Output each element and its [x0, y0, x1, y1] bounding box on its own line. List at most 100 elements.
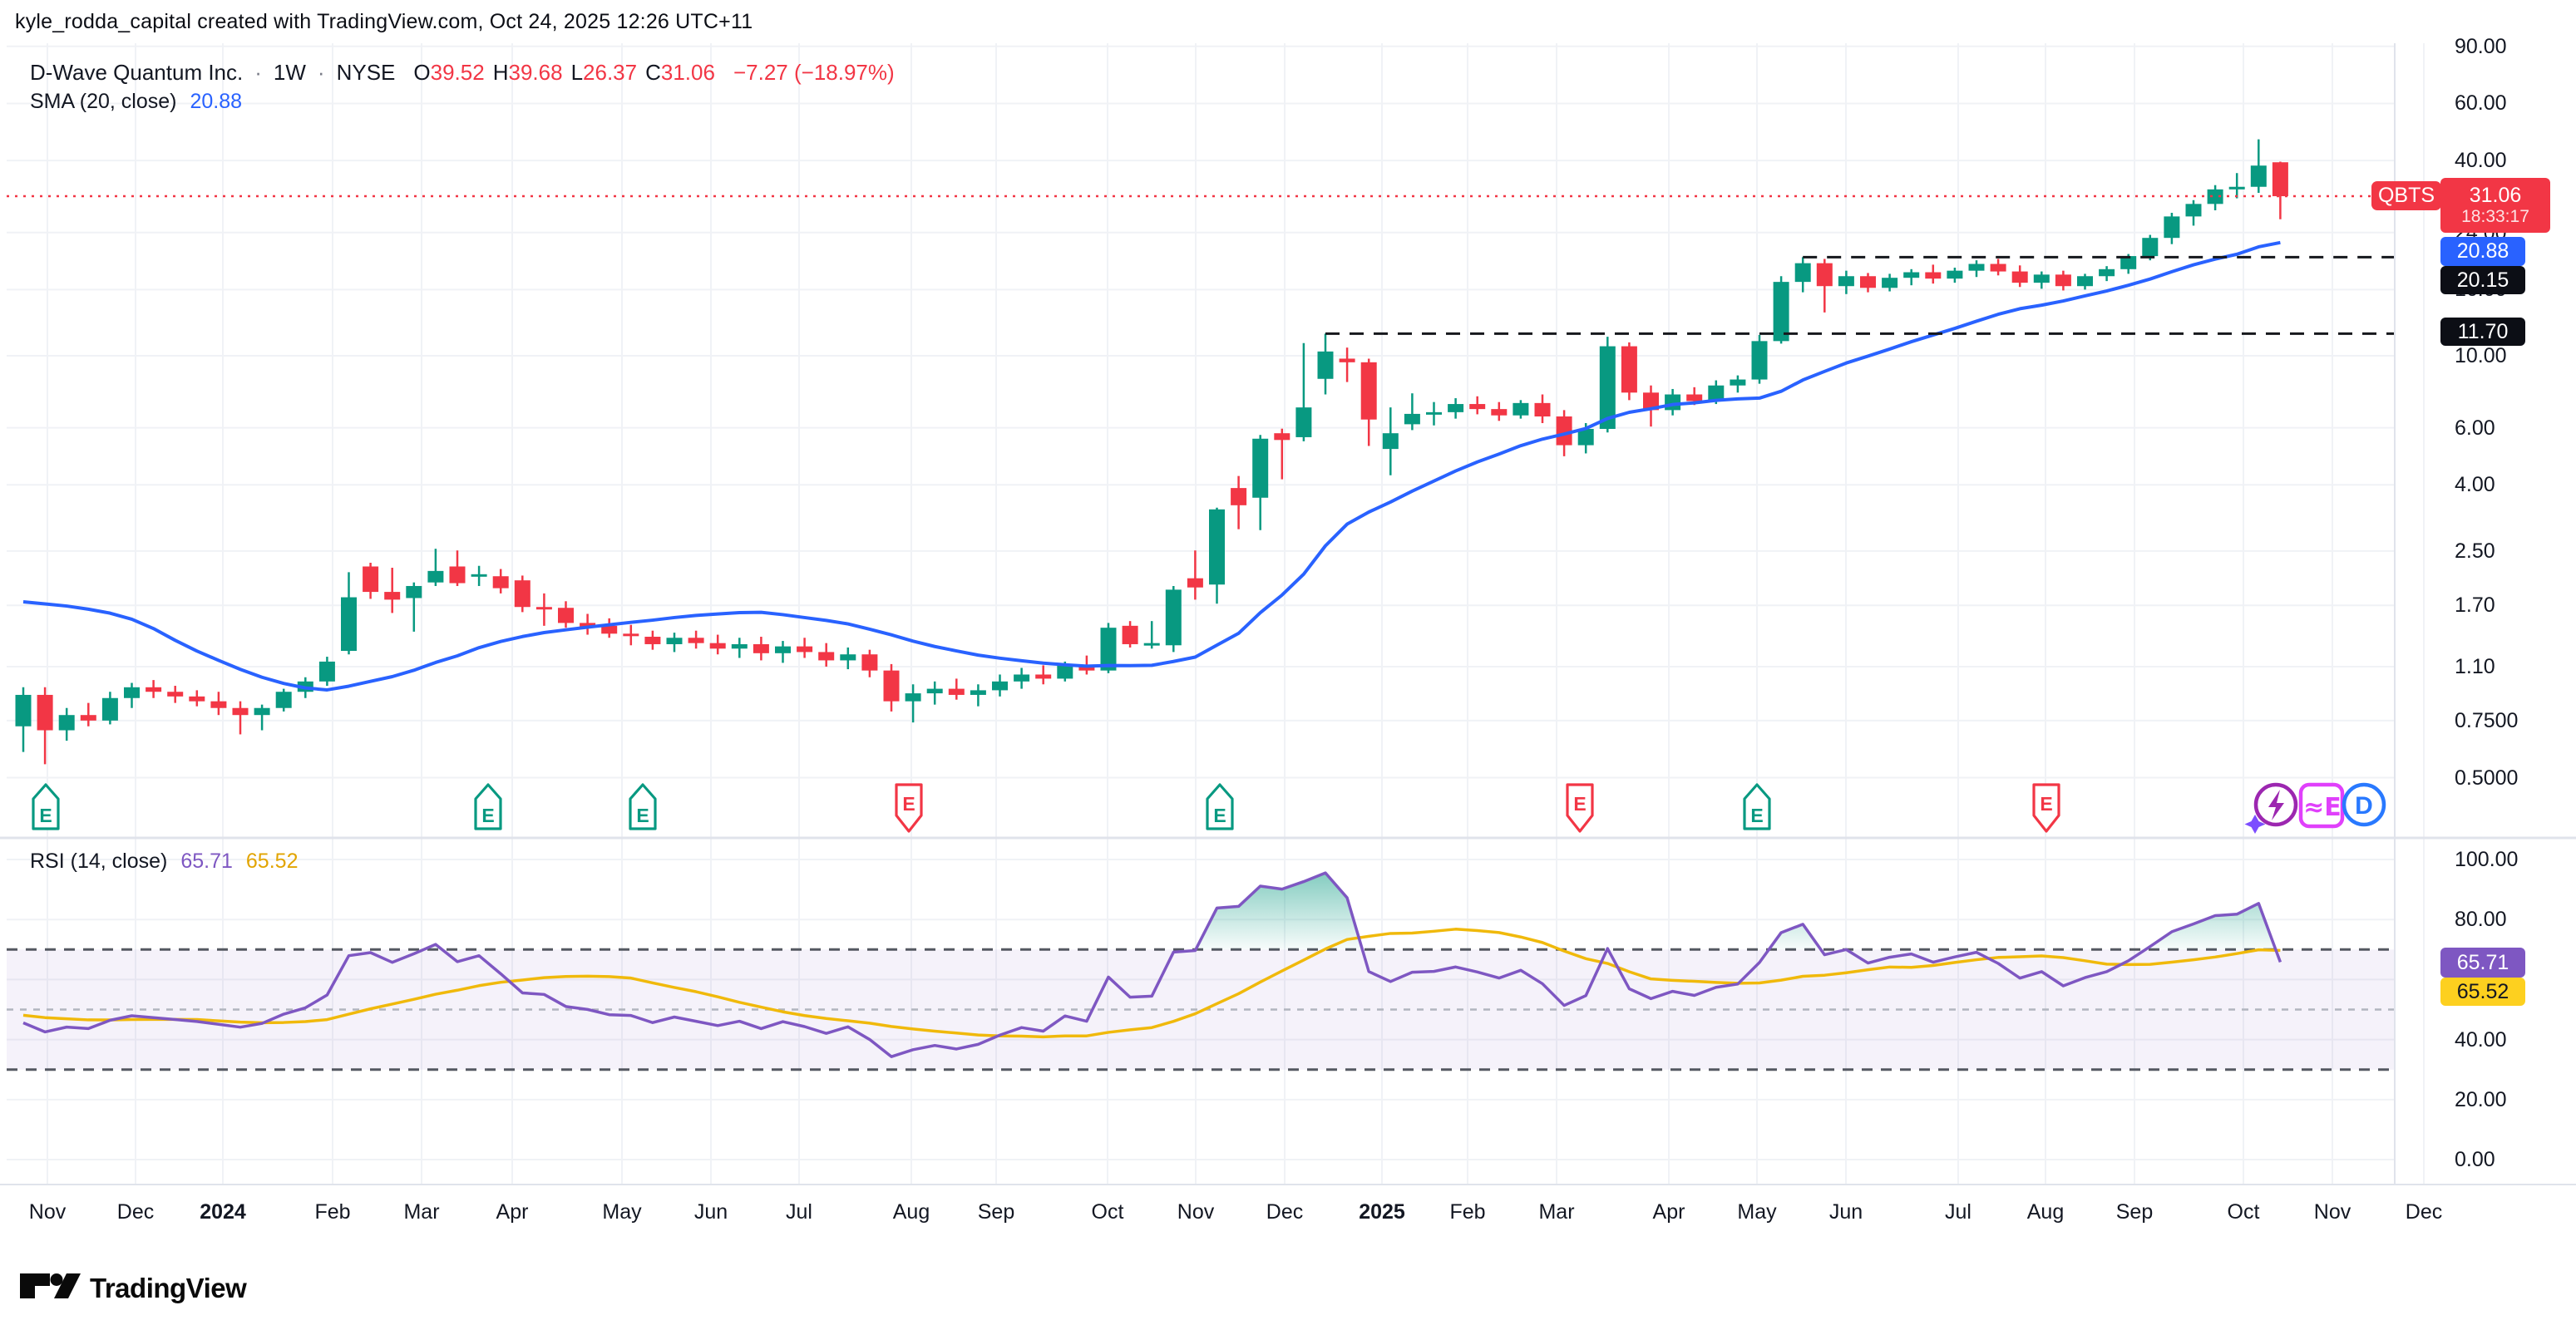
price-tick-label: 2.50: [2455, 539, 2495, 563]
candle-body: [992, 681, 1008, 691]
price-tick-label: 10.00: [2455, 344, 2507, 368]
time-label-month: Mar: [403, 1200, 440, 1224]
candle-body: [406, 585, 422, 598]
candle-body: [1838, 276, 1854, 287]
rsi-value: 65.71: [180, 850, 233, 873]
candle-body: [1382, 433, 1399, 450]
candle-body: [2077, 276, 2093, 287]
upper-level-badge-text: 20.15: [2456, 268, 2509, 292]
candle-body: [1621, 346, 1637, 393]
earnings-letter: E: [1573, 793, 1586, 815]
candle-body: [1882, 278, 1898, 288]
earnings-flag-shape: [1743, 783, 1771, 830]
earnings-letter: E: [902, 793, 915, 815]
time-label-month: Oct: [2227, 1200, 2260, 1224]
candle-body: [1448, 404, 1464, 412]
rsi-ma-badge-text: 65.52: [2456, 979, 2509, 1003]
candle-body: [492, 576, 509, 589]
candle-body: [2033, 274, 2050, 283]
candle-body: [1035, 674, 1052, 679]
price-tick-label: 40.00: [2455, 149, 2507, 173]
candle-body: [449, 566, 466, 584]
candle-body: [1187, 578, 1203, 588]
candle-body: [363, 566, 379, 593]
time-label-month: Aug: [2026, 1200, 2065, 1224]
earnings-marker-up[interactable]: E: [1743, 783, 1771, 830]
candle-body: [1599, 346, 1616, 429]
candle-body: [167, 692, 184, 697]
price-tick-label: 0.7500: [2455, 708, 2519, 732]
candle-body: [709, 643, 726, 649]
candle-body: [1665, 394, 1681, 411]
last-price-badge: 31.06 18:33:17: [2440, 178, 2550, 233]
earnings-marker-down[interactable]: E: [895, 783, 923, 833]
candle-body: [1513, 402, 1529, 416]
candle-body: [580, 623, 596, 627]
candle-body: [1057, 665, 1073, 679]
candle-body: [818, 652, 835, 661]
candle-body: [2228, 186, 2245, 190]
dividend-d-icon[interactable]: D: [2342, 782, 2386, 827]
candle-body: [1773, 282, 1789, 342]
ohlc-value: 39.68: [508, 60, 563, 85]
time-label-month: Apr: [1652, 1200, 1685, 1224]
candle-body: [2099, 268, 2115, 277]
candle-body: [2272, 162, 2288, 197]
earnings-flag-shape: [895, 783, 923, 833]
candle-body: [341, 597, 357, 652]
candle-body: [124, 687, 140, 698]
earnings-marker-up[interactable]: E: [32, 783, 60, 830]
earnings-letter: E: [1750, 805, 1763, 826]
legend-separator: ·: [317, 60, 325, 85]
candle-body: [666, 638, 683, 644]
candle-body: [535, 607, 552, 610]
rsi-band: [7, 949, 2395, 1070]
earnings-marker-up[interactable]: E: [1206, 783, 1234, 830]
candle-body: [1491, 409, 1508, 416]
time-label-month: May: [1737, 1200, 1777, 1224]
ohlc-value: 26.37: [583, 60, 638, 85]
candle-body: [210, 701, 227, 708]
candle-body: [1686, 394, 1703, 401]
svg-text:≈E: ≈E: [2303, 793, 2342, 822]
rsi-ma-line: [22, 928, 2281, 1039]
rsi-label[interactable]: RSI (14, close): [30, 850, 168, 873]
change-value: −7.27 (−18.97%): [733, 60, 895, 85]
earnings-letter: E: [636, 805, 649, 826]
tradingview-logo[interactable]: TradingView: [18, 1267, 247, 1310]
earnings-letter: E: [481, 805, 494, 826]
candle-body: [1968, 264, 1985, 271]
rsi-overbought-fill: [1769, 924, 1821, 950]
ohlc-values: O 39.52 H 39.68 L 26.37 C 31.06: [405, 60, 715, 86]
interval-label[interactable]: 1W: [273, 60, 306, 85]
candle-body: [1252, 438, 1269, 498]
estimate-e-icon[interactable]: ≈E: [2298, 782, 2345, 829]
rsi-tick-label: 0.00: [2455, 1148, 2495, 1172]
earnings-flag-shape: [629, 783, 657, 830]
earnings-letter: E: [2040, 793, 2052, 815]
earnings-marker-up[interactable]: E: [474, 783, 502, 830]
candle-body: [1730, 379, 1746, 386]
candle-body: [883, 670, 900, 702]
earnings-marker-up[interactable]: E: [629, 783, 657, 830]
flash-circle-icon[interactable]: [2244, 782, 2298, 834]
symbol-title[interactable]: D-Wave Quantum Inc.: [30, 60, 244, 85]
time-label-month: Mar: [1538, 1200, 1575, 1224]
rsi-legend: RSI (14, close) 65.71 65.52: [30, 850, 298, 874]
candle-body: [1860, 276, 1876, 288]
time-label-month: Sep: [2115, 1200, 2154, 1224]
earnings-letter: E: [39, 805, 52, 826]
candle-body: [254, 707, 270, 716]
earnings-marker-down[interactable]: E: [2032, 783, 2060, 833]
candle-body: [753, 643, 769, 653]
candle-body: [1556, 416, 1572, 446]
earnings-marker-down[interactable]: E: [1566, 783, 1594, 833]
price-tick-label: 1.10: [2455, 654, 2495, 678]
sma-value-badge-text: 20.88: [2456, 239, 2509, 264]
candle-body: [1317, 351, 1334, 379]
candle-body: [1295, 407, 1312, 437]
lower-level-badge-text: 11.70: [2457, 319, 2509, 343]
time-label-month: Aug: [892, 1200, 930, 1224]
sma-label[interactable]: SMA (20, close): [30, 90, 177, 113]
